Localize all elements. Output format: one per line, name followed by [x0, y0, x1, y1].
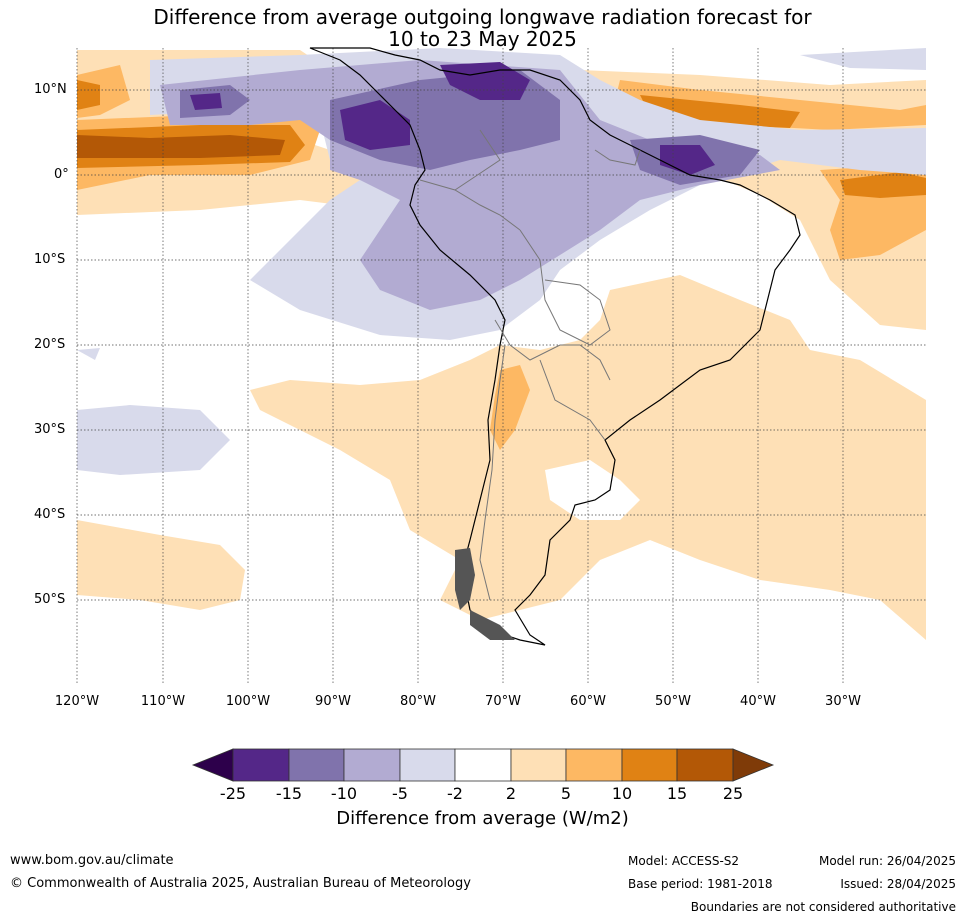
- colorbar-tick: -25: [219, 784, 247, 803]
- anomaly-region-neg-15-25: [190, 93, 222, 110]
- colorbar-swatch-lt-25: [191, 748, 234, 782]
- anomaly-region-10-15: [640, 95, 800, 128]
- issued-label: Issued: 28/04/2025: [840, 877, 956, 891]
- colorbar-tick: -2: [447, 784, 463, 803]
- website-link[interactable]: www.bom.gov.au/climate: [10, 853, 174, 868]
- anomaly-region-neg-5-10: [160, 60, 780, 310]
- copyright: © Commonwealth of Australia 2025, Austra…: [10, 876, 471, 891]
- lon-label: 90°W: [315, 694, 351, 709]
- lat-label: 20°S: [34, 337, 66, 352]
- lon-label: 50°W: [655, 694, 691, 709]
- lon-label: 80°W: [400, 694, 436, 709]
- anomaly-region-2-5: [77, 520, 245, 610]
- anomaly-field: [77, 48, 926, 640]
- colorbar-swatch-15-25: [676, 748, 734, 782]
- lat-label: 10°N: [34, 82, 67, 97]
- anomaly-region-neg-2-5: [800, 48, 926, 70]
- anomaly-region-5-10: [490, 365, 530, 450]
- lat-label: 0°: [54, 167, 69, 182]
- base-period-label: Base period: 1981-2018: [628, 877, 773, 891]
- anomaly-region-neutral: [545, 460, 640, 520]
- boundaries-note: Boundaries are not considered authoritat…: [690, 900, 956, 914]
- colorbar-swatch-2-5: [510, 748, 567, 782]
- colorbar-tick: 25: [722, 784, 744, 803]
- colorbar-swatch--5--2: [399, 748, 456, 782]
- colorbar-tick: 10: [611, 784, 633, 803]
- lon-label: 40°W: [740, 694, 776, 709]
- colorbar-swatch--15--10: [288, 748, 345, 782]
- anomaly-region-neg-15-25: [440, 62, 530, 100]
- islands: [455, 548, 515, 640]
- colorbar-swatch-10-15: [621, 748, 678, 782]
- colorbar-tick: 5: [560, 784, 572, 803]
- anomaly-region-neg-2-5: [77, 348, 100, 360]
- map-title-line2: 10 to 23 May 2025: [388, 27, 577, 51]
- lon-label: 60°W: [570, 694, 606, 709]
- colorbar: [191, 748, 775, 782]
- colorbar-swatch-gt-25: [732, 748, 775, 782]
- colorbar-tick: -15: [275, 784, 303, 803]
- anomaly-region-neg-15-25: [340, 100, 410, 150]
- graticule: [76, 48, 926, 685]
- lon-label: 110°W: [140, 694, 186, 709]
- anomaly-region-neg-2-5: [77, 405, 230, 475]
- colorbar-swatch--2-2: [454, 748, 512, 782]
- colorbar-swatch-5-10: [565, 748, 623, 782]
- colorbar-tick: 2: [505, 784, 517, 803]
- lat-label: 40°S: [34, 507, 66, 522]
- anomaly-region-10-15: [77, 80, 100, 110]
- lon-label: 120°W: [54, 694, 100, 709]
- lon-label: 70°W: [485, 694, 521, 709]
- lon-label: 30°W: [825, 694, 861, 709]
- colorbar-tick: -10: [330, 784, 358, 803]
- model-run-label: Model run: 26/04/2025: [818, 854, 956, 868]
- colorbar-swatch--25--15: [232, 748, 290, 782]
- colorbar-tick: -5: [392, 784, 408, 803]
- colorbar-swatch--10--5: [343, 748, 401, 782]
- lat-label: 50°S: [34, 592, 66, 607]
- lon-label: 100°W: [225, 694, 271, 709]
- anomaly-region-15-25: [77, 135, 285, 158]
- model-label: Model: ACCESS-S2: [628, 854, 740, 868]
- south-america-coastline: [309, 47, 801, 646]
- anomaly-region-10-15: [840, 172, 926, 198]
- lat-label: 10°S: [34, 252, 66, 267]
- colorbar-tick: 15: [666, 784, 688, 803]
- country-borders: [419, 129, 641, 601]
- lat-label: 30°S: [34, 422, 66, 437]
- map-title-line1: Difference from average outgoing longwav…: [153, 5, 812, 29]
- colorbar-title: Difference from average (W/m2): [336, 808, 629, 829]
